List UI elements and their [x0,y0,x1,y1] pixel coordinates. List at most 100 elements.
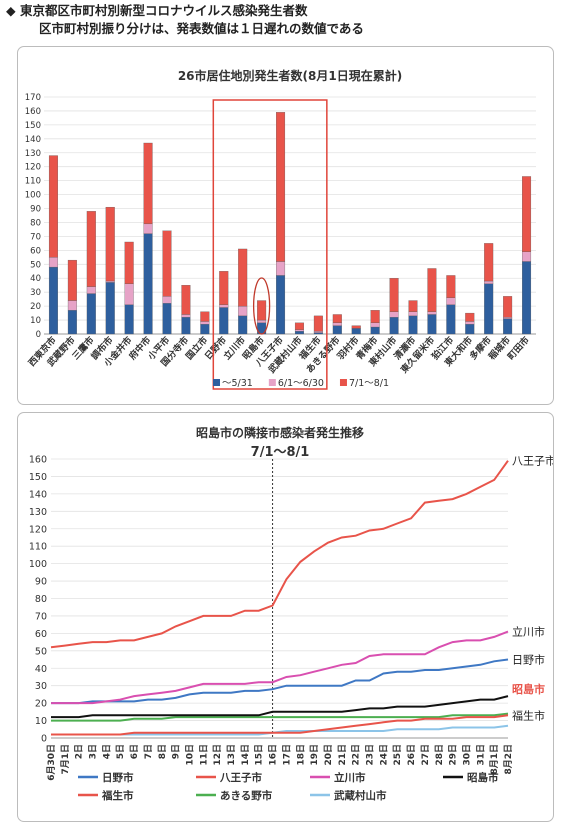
bar-chart: 26市居住地別発生者数(8月1日現在累計) 0 10 20 30 40 50 60 70 80 90… [25,68,536,390]
bar-segment [219,271,229,305]
bar-segment [86,293,96,335]
series-line [51,695,509,719]
line-legend-label: あきる野市 [220,789,273,802]
bar-segment [238,305,248,317]
line-legend-label: 昭島市 [467,771,499,784]
bar-segment [143,223,153,234]
line-x-tick-label: 24日 [378,744,389,766]
line-x-tick-label: 28日 [434,744,445,766]
series-line [51,714,509,736]
bar-segment [67,300,77,311]
bar-segment [484,283,494,335]
bar-y-tick-label: 0 [36,330,41,340]
line-x-tick-label: 2日 [74,744,85,759]
bar-segment [200,311,210,322]
bar-segment [465,312,475,322]
line-y-tick-label: 10 [35,716,47,727]
bar-segment [143,233,153,335]
series-end-label: 立川市 [512,625,545,639]
bar-y-tick-label: 10 [30,316,41,326]
bar-legend-swatch [213,379,220,386]
line-x-tick-label: 8月1日 [489,744,500,775]
bar-segment [143,142,153,225]
bar-segment [484,243,494,282]
line-y-tick-label: 130 [29,507,47,518]
line-y-tick-label: 140 [29,489,47,500]
bar-segment [257,319,267,323]
bar-y-tick-label: 140 [25,135,41,145]
bar-segment [446,297,456,305]
line-x-tick-label: 25日 [392,744,403,766]
bar-segment [162,296,172,304]
bar-segment [332,314,342,323]
line-x-tick-label: 12日 [212,744,223,766]
bar-segment [370,326,380,335]
line-y-tick-label: 60 [35,629,47,640]
line-x-tick-label: 7月1日 [60,744,71,775]
line-x-tick-label: 21日 [337,744,348,766]
bar-segment [370,310,380,323]
line-chart-subtitle: 7/1～8/1 [251,445,310,460]
bar-segment [446,275,456,298]
bar-legend-label: 7/1～8/1 [349,378,389,389]
bar-segment [181,314,191,318]
line-x-tick-label: 3日 [88,744,99,759]
bar-y-tick-label: 50 [30,260,41,270]
line-x-tick-label: 14日 [240,744,251,766]
bar-segment [351,328,361,335]
bar-segment [465,324,475,335]
bar-segment [124,283,134,305]
line-legend-label: 日野市 [102,771,134,784]
bar-y-tick-label: 60 [30,246,41,256]
bar-segment [351,325,361,329]
bar-y-tick-label: 130 [25,149,41,159]
bar-segment [389,278,399,312]
line-x-tick-label: 30日 [461,744,472,766]
bar-segment [503,317,513,319]
bar-y-tick-label: 100 [25,191,41,201]
line-chart-title: 昭島市の隣接市感染者発生推移 [196,425,364,440]
bar-segment [332,325,342,335]
line-y-tick-label: 70 [35,611,47,622]
line-x-tick-label: 15日 [254,744,265,766]
page-header: ◆ 東京都区市町村別新型コロナウイルス感染発生者数 区市町村別振り分けは、発表数… [6,2,364,38]
line-x-tick-label: 23日 [365,744,376,766]
line-x-tick-label: 9日 [171,744,182,759]
bar-y-tick-label: 80 [30,218,41,228]
bar-y-tick-label: 160 [25,107,41,117]
bar-segment [503,318,513,335]
bar-segment [389,317,399,335]
bar-y-tick-label: 20 [30,302,41,312]
series-end-label: 日野市 [512,653,545,667]
line-y-tick-label: 120 [29,524,47,535]
bar-y-tick-label: 110 [25,177,41,187]
line-y-tick-label: 50 [35,646,47,657]
bar-legend-swatch [339,379,347,386]
bar-segment [238,248,248,307]
line-x-tick-label: 5日 [115,744,126,759]
line-x-tick-label: 13日 [226,744,237,766]
line-x-tick-label: 6日 [129,744,140,759]
line-y-tick-label: 0 [41,734,47,745]
highlight-ellipse [252,277,271,335]
bar-legend-label: 6/1～6/30 [278,378,324,389]
line-y-tick-label: 100 [29,559,47,570]
bar-segment [86,211,96,287]
line-x-tick-label: 19日 [309,744,320,766]
series-line [51,630,509,705]
line-x-tick-label: 4日 [101,744,112,759]
bar-segment [408,300,418,312]
line-x-tick-label: 27日 [420,744,431,766]
bar-segment [181,317,191,335]
bar-segment [503,296,513,318]
line-chart-panel: 昭島市の隣接市感染者発生推移 7/1～8/1 0 10 20 30 40 50 60 70 80 90… [17,412,554,822]
line-y-tick-label: 40 [35,664,47,675]
bar-chart-panel: 26市居住地別発生者数(8月1日現在累計) 0 10 20 30 40 50 60 70 80 90… [17,46,554,405]
bar-category-label: 町田市 [505,334,532,362]
bar-segment [200,324,210,335]
bar-segment [408,315,418,335]
bar-segment [67,259,77,301]
bar-segment [522,251,532,262]
bar-y-tick-label: 170 [25,93,41,103]
series-end-label: 八王子市 [512,454,553,468]
